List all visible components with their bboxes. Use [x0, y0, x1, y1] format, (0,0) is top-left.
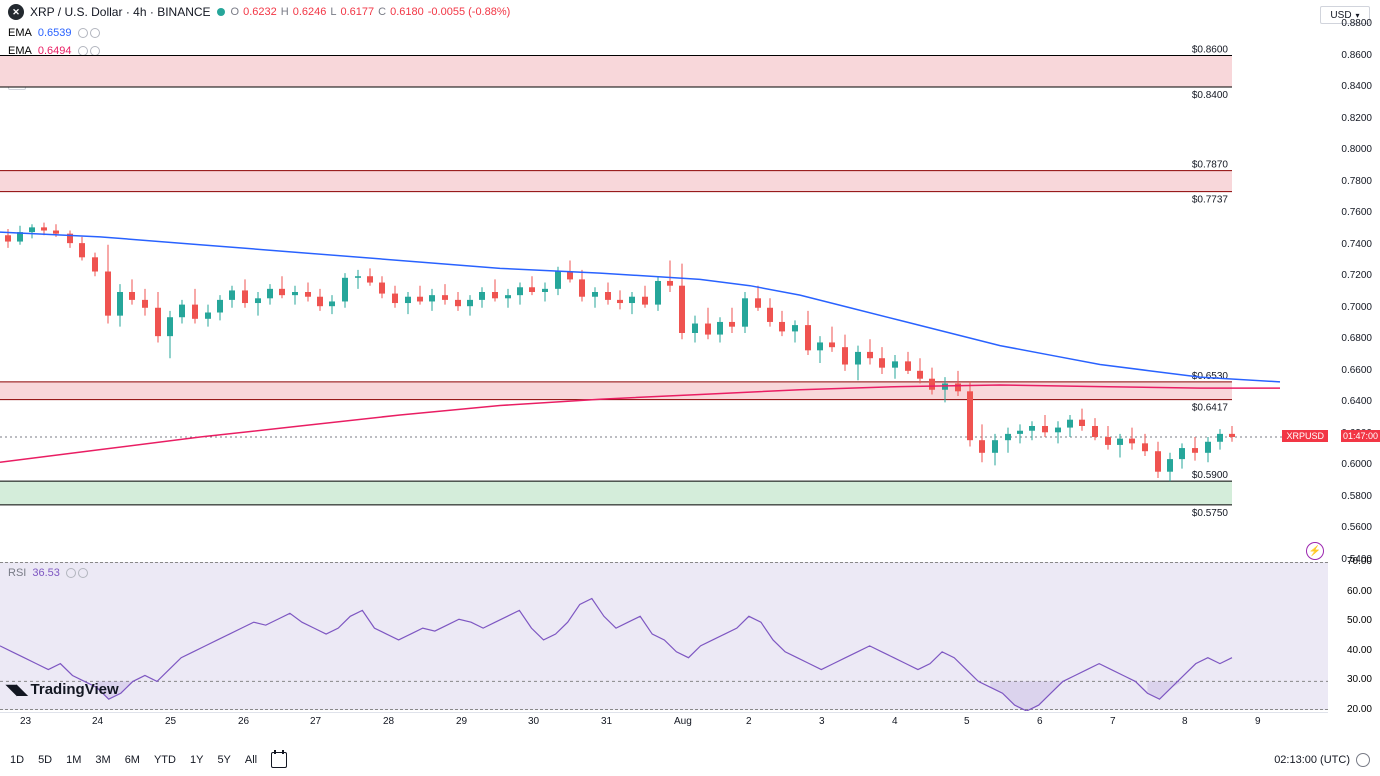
rsi-tick: 60.00	[1347, 586, 1372, 597]
price-tick: 0.7800	[1341, 176, 1372, 187]
svg-text:$0.8400: $0.8400	[1192, 90, 1229, 101]
tradingview-logo: ◥◣TradingView	[6, 681, 119, 698]
price-badge-countdown: 01:47:00	[1341, 430, 1380, 442]
price-tick: 0.6000	[1341, 459, 1372, 470]
price-badge-pair: XRPUSD	[1282, 430, 1328, 442]
chart-canvas[interactable]: $0.8600$0.8400$0.7870$0.7737$0.6530$0.64…	[0, 24, 1328, 560]
clock-icon[interactable]	[1356, 753, 1370, 767]
price-tick: 0.7000	[1341, 302, 1372, 313]
time-tick: 5	[964, 716, 970, 727]
symbol-icon: ✕	[8, 4, 24, 20]
time-tick: 24	[92, 716, 103, 727]
rsi-label: RSI	[8, 567, 26, 579]
rsi-tick: 70.00	[1347, 556, 1372, 567]
price-tick: 0.6400	[1341, 396, 1372, 407]
time-tick: 3	[819, 716, 825, 727]
price-tick: 0.8800	[1341, 18, 1372, 29]
time-tick: Aug	[674, 716, 692, 727]
time-tick: 31	[601, 716, 612, 727]
price-tick: 0.5600	[1341, 522, 1372, 533]
rsi-tick: 20.00	[1347, 704, 1372, 715]
high-value: 0.6246	[293, 6, 327, 18]
timeframe-1d[interactable]: 1D	[10, 754, 24, 766]
time-tick: 27	[310, 716, 321, 727]
time-tick: 25	[165, 716, 176, 727]
price-tick: 0.5800	[1341, 491, 1372, 502]
rsi-value: 36.53	[32, 567, 60, 579]
clock-text: 02:13:00 (UTC)	[1274, 753, 1370, 767]
rsi-tick: 30.00	[1347, 674, 1372, 685]
timeframe-6m[interactable]: 6M	[125, 754, 140, 766]
price-tick: 0.8200	[1341, 113, 1372, 124]
price-tick: 0.6800	[1341, 333, 1372, 344]
svg-text:$0.7870: $0.7870	[1192, 160, 1229, 171]
bottom-bar: 1D 5D 1M 3M 6M YTD 1Y 5Y All 02:13:00 (UTC)	[0, 744, 1380, 776]
timeframe-1y[interactable]: 1Y	[190, 754, 203, 766]
timeframe-5y[interactable]: 5Y	[217, 754, 230, 766]
time-tick: 7	[1110, 716, 1116, 727]
price-tick: 0.8000	[1341, 144, 1372, 155]
change-value: -0.0055 (-0.88%)	[428, 6, 511, 18]
timeframe-all[interactable]: All	[245, 754, 257, 766]
rsi-canvas[interactable]	[0, 563, 1328, 711]
price-axis[interactable]: 0.88000.86000.84000.82000.80000.78000.76…	[1328, 24, 1380, 560]
rsi-header[interactable]: RSI 36.53	[8, 567, 88, 579]
time-tick: 26	[238, 716, 249, 727]
rsi-tick: 50.00	[1347, 615, 1372, 626]
price-tick: 0.6600	[1341, 365, 1372, 376]
chart-header: ✕ XRP / U.S. Dollar · 4h · BINANCE O0.62…	[0, 0, 1380, 24]
price-tick: 0.8600	[1341, 50, 1372, 61]
time-tick: 29	[456, 716, 467, 727]
main-chart[interactable]: $0.8600$0.8400$0.7870$0.7737$0.6530$0.64…	[0, 24, 1328, 560]
calendar-icon[interactable]	[271, 752, 287, 768]
timeframe-1m[interactable]: 1M	[66, 754, 81, 766]
svg-text:$0.7737: $0.7737	[1192, 195, 1229, 206]
symbol-text[interactable]: XRP / U.S. Dollar · 4h · BINANCE	[30, 5, 211, 19]
rsi-axis[interactable]: 70.0060.0050.0040.0030.0020.00	[1328, 562, 1380, 710]
time-tick: 28	[383, 716, 394, 727]
time-tick: 9	[1255, 716, 1261, 727]
svg-text:$0.6417: $0.6417	[1192, 403, 1229, 414]
ohlc-bar: O0.6232 H0.6246 L0.6177 C0.6180 -0.0055 …	[231, 6, 511, 18]
time-tick: 4	[892, 716, 898, 727]
status-dot	[217, 8, 225, 16]
lightning-icon[interactable]: ⚡	[1306, 542, 1324, 560]
rsi-tick: 40.00	[1347, 645, 1372, 656]
svg-text:$0.8600: $0.8600	[1192, 45, 1229, 56]
open-value: 0.6232	[243, 6, 277, 18]
time-tick: 30	[528, 716, 539, 727]
price-tick: 0.7400	[1341, 239, 1372, 250]
rsi-settings[interactable]	[66, 568, 88, 578]
price-tick: 0.7600	[1341, 207, 1372, 218]
time-tick: 6	[1037, 716, 1043, 727]
svg-text:$0.5900: $0.5900	[1192, 470, 1229, 481]
time-tick: 23	[20, 716, 31, 727]
timeframe-5d[interactable]: 5D	[38, 754, 52, 766]
svg-text:$0.5750: $0.5750	[1192, 508, 1229, 519]
time-tick: 8	[1182, 716, 1188, 727]
rsi-panel[interactable]: RSI 36.53	[0, 562, 1328, 710]
timeframe-3m[interactable]: 3M	[95, 754, 110, 766]
low-value: 0.6177	[340, 6, 374, 18]
timeframe-ytd[interactable]: YTD	[154, 754, 176, 766]
price-tick: 0.8400	[1341, 81, 1372, 92]
time-axis[interactable]: 232425262728293031Aug23456789	[0, 712, 1328, 732]
price-tick: 0.7200	[1341, 270, 1372, 281]
close-value: 0.6180	[390, 6, 424, 18]
time-tick: 2	[746, 716, 752, 727]
